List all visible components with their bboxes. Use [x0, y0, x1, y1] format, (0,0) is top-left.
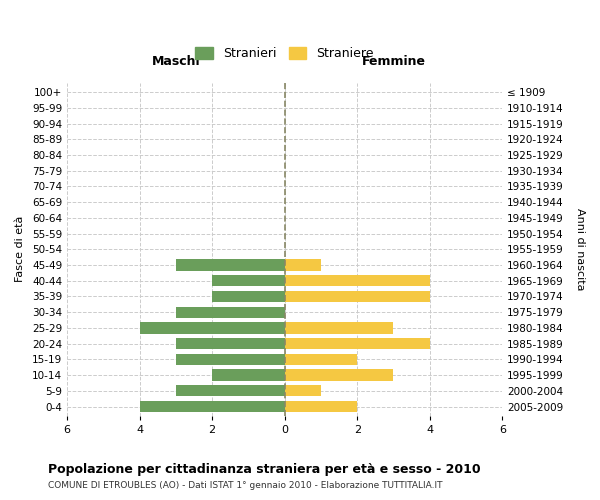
Bar [284, 338, 430, 349]
Bar [284, 370, 394, 381]
Bar [212, 291, 284, 302]
Bar [176, 354, 284, 365]
Bar [176, 385, 284, 396]
Text: Femmine: Femmine [361, 56, 425, 68]
Bar [284, 260, 321, 270]
Bar [284, 322, 394, 334]
Bar [284, 354, 357, 365]
Bar [284, 275, 430, 286]
Bar [140, 401, 284, 412]
Text: Maschi: Maschi [152, 56, 200, 68]
Bar [284, 401, 357, 412]
Bar [212, 275, 284, 286]
Bar [212, 370, 284, 381]
Bar [140, 322, 284, 334]
Y-axis label: Anni di nascita: Anni di nascita [575, 208, 585, 290]
Text: Popolazione per cittadinanza straniera per età e sesso - 2010: Popolazione per cittadinanza straniera p… [48, 462, 481, 475]
Legend: Stranieri, Straniere: Stranieri, Straniere [190, 42, 379, 65]
Text: COMUNE DI ETROUBLES (AO) - Dati ISTAT 1° gennaio 2010 - Elaborazione TUTTITALIA.: COMUNE DI ETROUBLES (AO) - Dati ISTAT 1°… [48, 481, 443, 490]
Bar [176, 260, 284, 270]
Bar [284, 385, 321, 396]
Y-axis label: Fasce di età: Fasce di età [15, 216, 25, 282]
Bar [176, 338, 284, 349]
Bar [284, 291, 430, 302]
Bar [176, 306, 284, 318]
